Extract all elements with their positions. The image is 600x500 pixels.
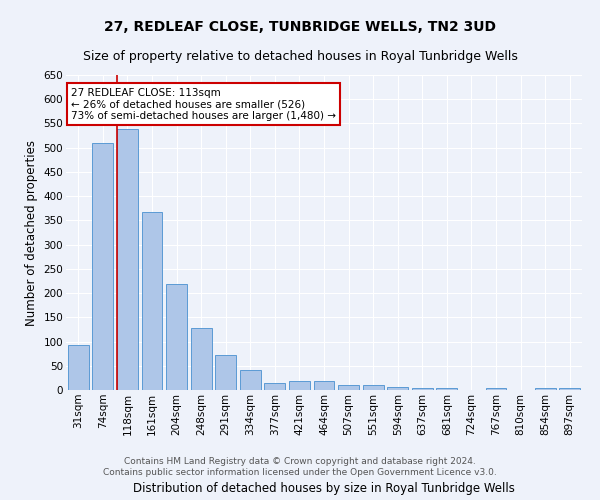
Text: Distribution of detached houses by size in Royal Tunbridge Wells: Distribution of detached houses by size … (133, 482, 515, 495)
Text: Contains HM Land Registry data © Crown copyright and database right 2024.
Contai: Contains HM Land Registry data © Crown c… (103, 458, 497, 477)
Bar (436, 388, 457, 390)
Bar (68, 346, 89, 390)
Bar (412, 388, 433, 390)
Bar (265, 382, 286, 390)
Bar (289, 381, 310, 390)
Bar (485, 388, 506, 390)
Bar (240, 370, 261, 390)
Text: Size of property relative to detached houses in Royal Tunbridge Wells: Size of property relative to detached ho… (83, 50, 517, 63)
Text: 27 REDLEAF CLOSE: 113sqm
← 26% of detached houses are smaller (526)
73% of semi-: 27 REDLEAF CLOSE: 113sqm ← 26% of detach… (71, 88, 336, 121)
Text: 27, REDLEAF CLOSE, TUNBRIDGE WELLS, TN2 3UD: 27, REDLEAF CLOSE, TUNBRIDGE WELLS, TN2 … (104, 20, 496, 34)
Bar (92, 143, 113, 390)
Bar (314, 381, 334, 390)
Bar (387, 387, 408, 390)
Bar (338, 384, 359, 390)
Bar (166, 284, 187, 390)
Bar (362, 385, 383, 390)
Bar (191, 328, 212, 390)
Bar (117, 130, 138, 390)
Bar (559, 388, 580, 390)
Bar (142, 212, 163, 390)
Bar (215, 354, 236, 390)
Bar (535, 388, 556, 390)
Y-axis label: Number of detached properties: Number of detached properties (25, 140, 38, 326)
